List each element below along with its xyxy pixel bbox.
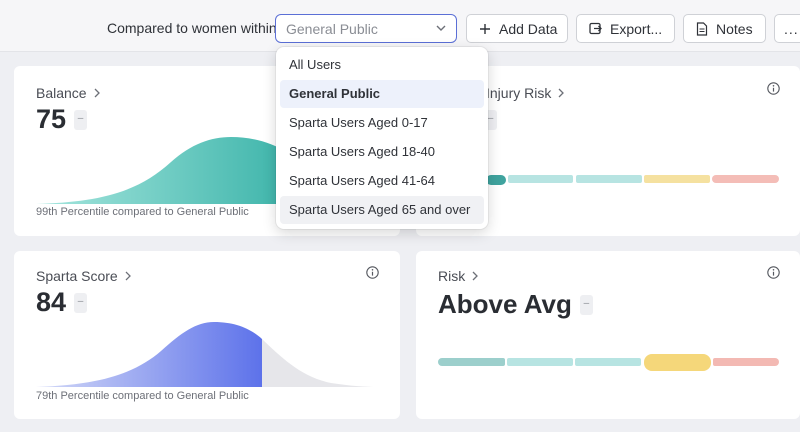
add-data-button[interactable]: Add Data: [466, 14, 568, 43]
balance-title[interactable]: Balance: [36, 85, 101, 101]
risk-marker: [644, 354, 711, 371]
risk-delta-badge: –: [579, 294, 593, 315]
injury-risk-segment: [508, 175, 573, 183]
dropdown-option-aged-18-40[interactable]: Sparta Users Aged 18-40: [289, 144, 435, 159]
dropdown-option-general-public[interactable]: General Public: [280, 80, 484, 108]
sparta-score-display: 84–: [36, 287, 88, 318]
dropdown-option-aged-65-over[interactable]: Sparta Users Aged 65 and over: [280, 196, 484, 224]
plus-icon: [480, 23, 490, 34]
injury-risk-segment: [712, 175, 779, 183]
sparta-score-delta-badge: –: [74, 292, 88, 313]
more-options-button[interactable]: ...: [774, 14, 800, 43]
export-label: Export...: [610, 20, 663, 37]
risk-title-label: Risk: [438, 268, 466, 284]
risk-level-value: Above Avg: [438, 289, 572, 319]
risk-card: Risk Above Avg –: [416, 251, 800, 419]
dropdown-option-aged-0-17[interactable]: Sparta Users Aged 0-17: [289, 115, 428, 130]
add-data-label: Add Data: [499, 20, 558, 37]
sparta-score-percentile-text: 79th Percentile compared to General Publ…: [36, 390, 249, 402]
balance-value: 75: [36, 104, 67, 134]
chevron-right-icon: [472, 271, 479, 281]
injury-risk-segment: [644, 175, 710, 183]
sparta-score-title-label: Sparta Score: [36, 268, 118, 284]
risk-segment: [507, 358, 573, 366]
chevron-right-icon: [125, 271, 131, 281]
compare-label: Compared to women within: [107, 20, 277, 36]
comparison-group-dropdown: All Users General Public Sparta Users Ag…: [276, 47, 488, 229]
balance-title-label: Balance: [36, 85, 87, 101]
toolbar: Compared to women within General Public …: [0, 0, 800, 52]
chevron-right-icon: [558, 88, 565, 98]
export-icon: [589, 22, 602, 35]
risk-segment: [438, 358, 505, 366]
injury-risk-title[interactable]: Injury Risk: [486, 85, 565, 101]
export-button[interactable]: Export...: [576, 14, 675, 43]
chevron-right-icon: [94, 88, 100, 98]
balance-score: 75–: [36, 104, 88, 135]
chevron-down-icon: [436, 25, 446, 31]
injury-risk-segment: [576, 175, 642, 183]
comparison-group-select[interactable]: General Public: [275, 14, 457, 43]
document-icon: [696, 21, 708, 36]
balance-distribution-curve: [36, 137, 286, 204]
more-options-label: ...: [784, 20, 799, 37]
risk-level-display: Above Avg –: [438, 289, 593, 320]
injury-risk-marker: [486, 175, 506, 185]
sparta-score-title[interactable]: Sparta Score: [36, 268, 132, 284]
sparta-score-distribution-curve: [36, 322, 378, 387]
injury-risk-title-label: Injury Risk: [486, 85, 552, 101]
risk-title[interactable]: Risk: [438, 268, 479, 284]
notes-label: Notes: [716, 20, 753, 37]
notes-button[interactable]: Notes: [683, 14, 766, 43]
risk-segment: [713, 358, 779, 366]
balance-percentile-text: 99th Percentile compared to General Publ…: [36, 206, 249, 218]
balance-delta-badge: –: [74, 109, 88, 130]
dropdown-option-aged-41-64[interactable]: Sparta Users Aged 41-64: [289, 173, 435, 188]
info-icon[interactable]: [767, 266, 780, 279]
info-icon[interactable]: [767, 82, 780, 95]
dropdown-option-all-users[interactable]: All Users: [289, 57, 342, 72]
comparison-group-value: General Public: [286, 21, 378, 37]
info-icon[interactable]: [366, 266, 379, 279]
sparta-score-card: Sparta Score 84– 79th Percentile compare…: [14, 251, 400, 419]
sparta-score-value: 84: [36, 287, 67, 317]
risk-segment: [575, 358, 641, 366]
